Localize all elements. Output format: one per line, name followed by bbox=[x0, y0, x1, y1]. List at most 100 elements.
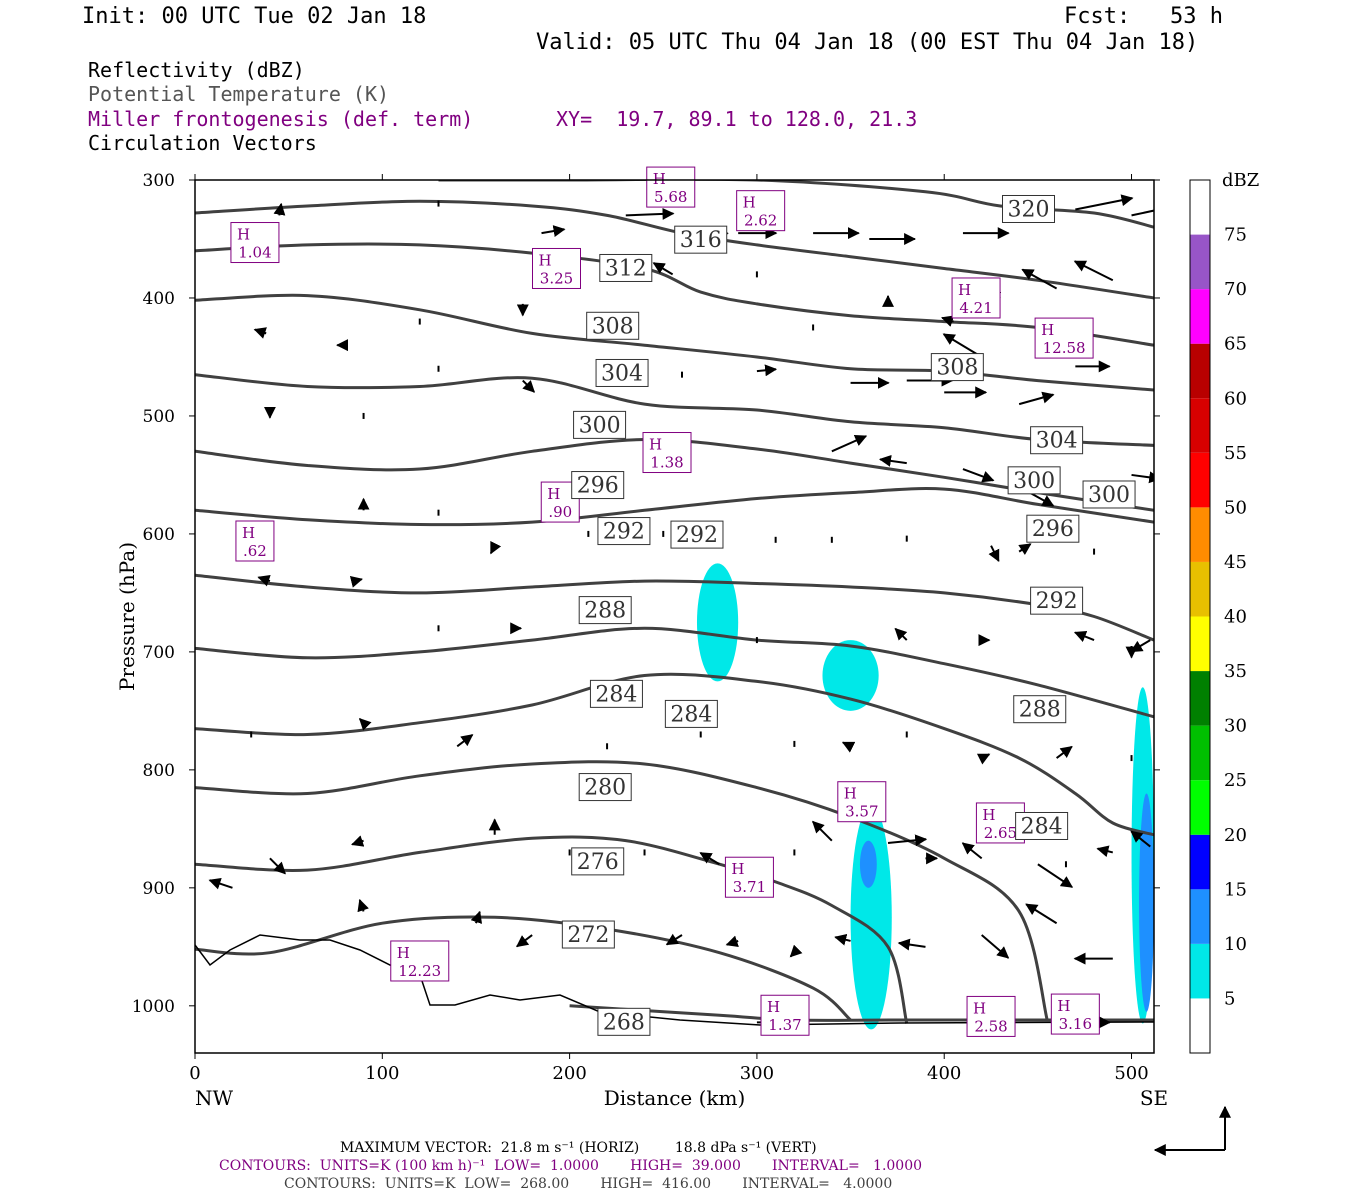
colorbar-segment bbox=[1190, 998, 1210, 1053]
theta-label: 308 bbox=[930, 353, 984, 382]
frontogenesis-high-marker: H bbox=[844, 785, 857, 803]
theta-label-text: 288 bbox=[584, 599, 626, 624]
theta-contour-320 bbox=[438, 180, 1154, 229]
frontogenesis-high-value: 2.58 bbox=[974, 1017, 1007, 1035]
theta-label-text: 296 bbox=[1032, 517, 1074, 542]
frontogenesis-high-marker: H bbox=[1041, 321, 1054, 339]
legend-vectors: Circulation Vectors bbox=[88, 131, 317, 155]
circulation-vector bbox=[897, 938, 926, 951]
theta-label: 316 bbox=[674, 225, 728, 254]
frontogenesis-high-marker: H bbox=[958, 281, 971, 299]
theta-label: 272 bbox=[561, 920, 615, 949]
frontogenesis-high: H3.57 bbox=[837, 781, 887, 823]
legend-reflectivity: Reflectivity (dBZ) bbox=[88, 58, 305, 82]
theta-contour-312 bbox=[195, 242, 1154, 347]
footer-max-vector: MAXIMUM VECTOR: 21.8 m s⁻¹ (HORIZ) 18.8 … bbox=[340, 1140, 817, 1156]
frontogenesis-high-marker: H bbox=[653, 170, 666, 188]
frontogenesis-high-box bbox=[646, 166, 696, 208]
frontogenesis-high-marker: H bbox=[731, 860, 744, 878]
frontogenesis-high: H3.25 bbox=[531, 247, 581, 289]
colorbar-segment bbox=[1190, 234, 1210, 290]
frontogenesis-high-value: 3.25 bbox=[540, 269, 573, 287]
frontogenesis-high-value: .90 bbox=[548, 503, 572, 521]
theta-label-box bbox=[589, 679, 643, 708]
x-tick-label: 400 bbox=[927, 1063, 961, 1084]
circulation-vector bbox=[831, 435, 868, 453]
frontogenesis-high-box bbox=[390, 940, 450, 982]
y-tick-label: 900 bbox=[143, 879, 175, 899]
circulation-vector bbox=[665, 933, 683, 946]
reflectivity-area bbox=[822, 640, 879, 711]
colorbar-label: 40 bbox=[1224, 607, 1247, 628]
theta-label-text: 296 bbox=[577, 474, 619, 499]
colorbar-segment bbox=[1190, 180, 1210, 235]
theta-label-text: 292 bbox=[676, 523, 718, 548]
theta-label-text: 312 bbox=[605, 256, 647, 281]
y-tick-label: 700 bbox=[143, 643, 175, 663]
colorbar-label: 75 bbox=[1224, 225, 1247, 246]
theta-label: 280 bbox=[578, 773, 632, 802]
theta-label: 300 bbox=[1007, 466, 1061, 495]
vector-key-icon bbox=[1153, 1105, 1231, 1156]
theta-contours bbox=[195, 180, 1154, 1024]
theta-label-box bbox=[597, 1007, 651, 1036]
theta-label-box bbox=[670, 520, 724, 549]
circulation-vector bbox=[887, 834, 928, 847]
valid-time: Valid: 05 UTC Thu 04 Jan 18 (00 EST Thu … bbox=[536, 30, 1199, 55]
theta-contour-272 bbox=[195, 915, 852, 1022]
frontogenesis-high-value: 12.58 bbox=[1043, 339, 1086, 357]
circulation-vector bbox=[894, 627, 908, 641]
colorbar-segment bbox=[1190, 561, 1210, 617]
theta-label-text: 284 bbox=[670, 702, 712, 727]
theta-label-box bbox=[571, 847, 625, 876]
x-tick-label: 0 bbox=[189, 1063, 200, 1084]
theta-label-box bbox=[1030, 586, 1084, 615]
frontogenesis-high-box bbox=[736, 190, 786, 232]
colorbar-label: 45 bbox=[1224, 552, 1247, 573]
theta-label-text: 284 bbox=[1021, 814, 1063, 839]
colorbar-label: 30 bbox=[1224, 716, 1247, 737]
reflectivity-area bbox=[850, 805, 892, 1030]
frontogenesis-high-value: 5.68 bbox=[654, 188, 687, 206]
frontogenesis-high-box bbox=[230, 222, 280, 264]
frontogenesis-high: H3.16 bbox=[1050, 993, 1100, 1035]
circulation-vector bbox=[515, 934, 533, 948]
colorbar-label: 10 bbox=[1224, 934, 1247, 955]
frontogenesis-high-box bbox=[951, 277, 1001, 319]
frontogenesis-high-value: 1.04 bbox=[238, 244, 271, 262]
frontogenesis-high: H1.04 bbox=[230, 222, 280, 264]
frontogenesis-high-value: 3.16 bbox=[1059, 1015, 1092, 1033]
frontogenesis-high-box bbox=[1050, 993, 1100, 1035]
theta-label: 312 bbox=[599, 253, 653, 282]
x-axis-label: Distance (km) bbox=[604, 1086, 746, 1110]
plot-frame bbox=[194, 179, 1155, 1054]
circulation-vector bbox=[1073, 260, 1114, 282]
frontogenesis-high-marker: H bbox=[547, 485, 560, 503]
circulation-vector bbox=[699, 851, 720, 866]
theta-label-text: 288 bbox=[1019, 698, 1061, 723]
circulation-vector bbox=[962, 468, 995, 483]
theta-label-box bbox=[1002, 194, 1056, 223]
theta-label: 284 bbox=[589, 679, 643, 708]
circulation-vector bbox=[470, 910, 483, 924]
footer-contours-miller: CONTOURS: UNITS=K (100 km h)⁻¹ LOW= 1.00… bbox=[219, 1158, 923, 1174]
frontogenesis-high-value: 3.57 bbox=[845, 803, 878, 821]
frontogenesis-high-value: 2.62 bbox=[744, 212, 777, 230]
theta-label-box bbox=[561, 920, 615, 949]
frontogenesis-high-box bbox=[642, 432, 692, 474]
theta-label: 304 bbox=[595, 358, 649, 387]
theta-label-box bbox=[1007, 466, 1061, 495]
circulation-vector bbox=[652, 262, 674, 276]
frontogenesis-high-box bbox=[235, 520, 275, 562]
frontogenesis-high-value: 2.65 bbox=[984, 824, 1017, 842]
frontogenesis-high-value: 1.37 bbox=[768, 1016, 801, 1034]
circulation-vector bbox=[834, 933, 851, 946]
y-axis-label: Pressure (hPa) bbox=[115, 542, 139, 691]
frontogenesis-high-box bbox=[531, 247, 581, 289]
circulation-vector bbox=[725, 935, 739, 948]
theta-contour-280 bbox=[195, 760, 1049, 1021]
circulation-vector bbox=[941, 315, 955, 327]
forecast-hour: Fcst: 53 h bbox=[1064, 4, 1223, 29]
circulation-vector bbox=[1131, 209, 1154, 217]
circulation-vector bbox=[253, 327, 267, 339]
